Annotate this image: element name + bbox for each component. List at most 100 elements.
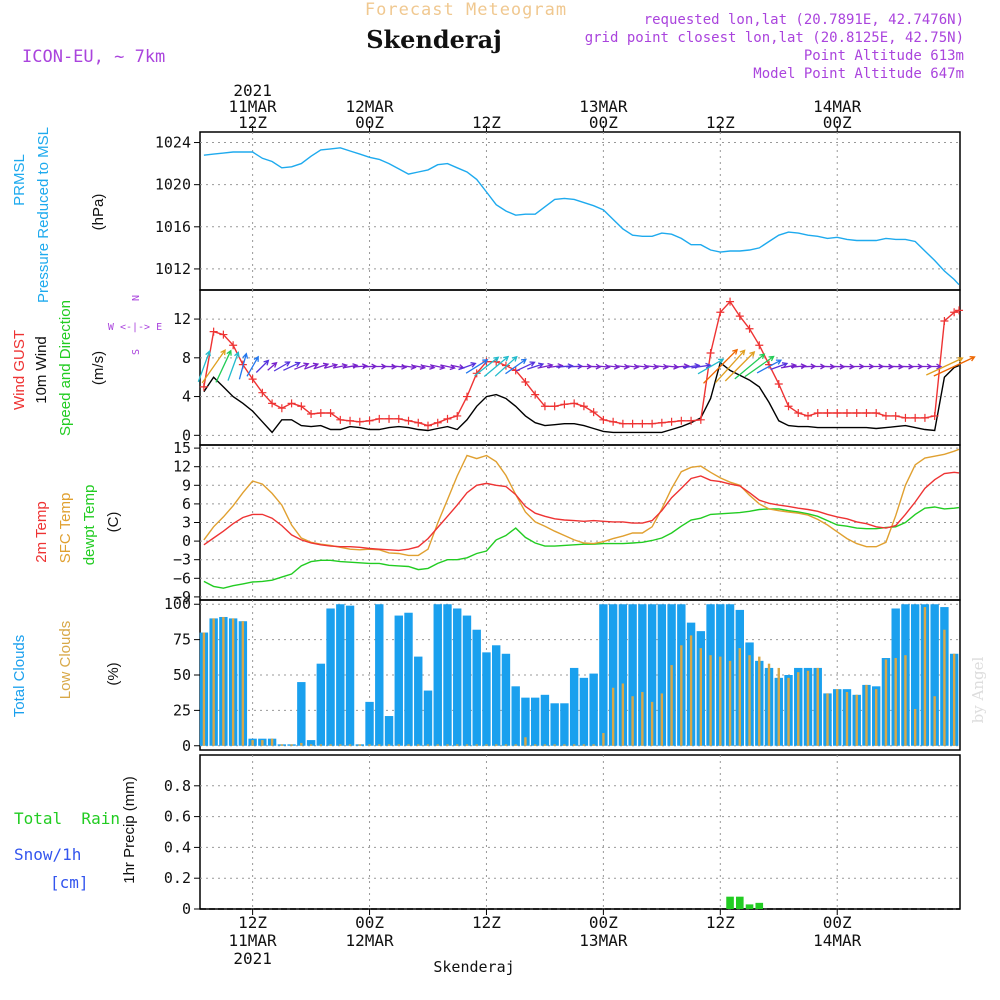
low-cloud-bar [875,689,878,746]
low-cloud-bar [309,744,313,746]
low-cloud-bar [943,629,946,746]
y-tick-label: 4 [182,388,191,406]
snow-unit-label: [cm] [50,873,89,892]
wind-arrow [227,351,240,381]
low-cloud-bar [475,744,478,746]
low-cloud-bar [855,694,858,746]
low-cloud-bar [533,744,537,746]
wind-arrow [255,359,270,373]
gust-marker [862,409,871,418]
low-cloud-bar [884,659,888,746]
total-cloud-bar [492,645,501,746]
gust-marker [365,416,374,425]
pressure-panel [199,131,961,291]
wind-arrow [556,363,574,370]
gust-marker [813,409,822,418]
gust-marker [648,419,657,428]
total-cloud-bar [306,740,316,746]
wind-arrow [724,351,756,382]
low-cloud-bar [456,744,459,746]
low-cloud-bar [767,663,771,746]
info-line-4: Model Point Altitude 647m [753,66,964,82]
gust-marker [881,411,890,420]
t2m-line [203,471,960,552]
bottom-time-label: 2021 [233,949,272,968]
top-time-label: 14MAR [813,97,862,116]
top-time-label: 12Z [238,113,267,132]
gust-marker [414,418,423,427]
wind-arrow [926,357,964,376]
y-tick-label: −6 [173,569,191,587]
low-cloud-bar [923,607,927,746]
total-cloud-bar [326,608,335,746]
low-cloud-bar [758,656,761,746]
y-tick-label: −3 [173,551,191,569]
y-tick-label: 25 [173,701,191,719]
y-tick-label: 50 [173,666,191,684]
low-cloud-bar [290,744,293,746]
total-cloud-bar [394,615,403,746]
gust-marker [726,297,735,306]
wind-arrow [703,348,739,384]
rain-label: Total Rain [14,809,120,828]
total-cloud-bar [297,682,306,746]
low-cloud-bar [582,744,586,746]
wind-arrow [197,350,211,383]
y-tick-label: 1020 [155,176,191,194]
top-time-label: 12Z [472,113,501,132]
top-time-label: 2021 [233,81,272,100]
wind-arrow [267,361,278,371]
low-cloud-bar [680,645,683,746]
gust-marker [774,379,783,388]
wind-arrow [697,358,725,375]
gust-marker [901,413,910,422]
wind-arrow [626,363,640,370]
low-cloud-bar [797,672,800,746]
total-cloud-bar [647,604,657,746]
gust-marker [521,378,530,387]
gust-marker [268,399,277,408]
low-cloud-bar [904,655,907,746]
total-cloud-bar [404,612,413,746]
gust-marker [287,399,296,408]
bottom-time-label: 12Z [472,913,501,932]
low-cloud-bar [865,684,868,746]
gust-marker [823,409,832,418]
low-cloud-bar [270,738,274,746]
wind-arrow [516,361,536,372]
low-cloud-bar [631,696,634,746]
low-cloud-bar [387,744,391,746]
y-tick-label: 0.2 [164,869,191,887]
gust-marker [677,416,686,425]
gust-label: Wind GUST [11,330,28,410]
y-tick-label: 3 [182,514,191,532]
total-cloud-bar [550,703,559,746]
gust-marker [955,306,964,315]
y-tick-label: 12 [173,458,191,476]
gust-marker [199,382,208,391]
low-cloud-bar [748,655,751,746]
gust-marker [784,402,793,411]
total-cloud-bar [462,615,472,746]
gust-marker [550,402,559,411]
low-cloud-bar [728,660,732,746]
pressure-label-1: PRMSL [11,154,28,206]
gust-marker [560,400,569,409]
total-cloud-bar [414,656,423,746]
low-cloud-bar [426,744,430,746]
gust-marker [346,416,355,425]
footer-location: Skenderaj [433,958,514,976]
total-cloud-bar [560,703,569,746]
y-tick-label: 6 [182,495,191,513]
total-cloud-bar [384,716,394,746]
top-time-label: 00Z [355,113,384,132]
low-cloud-bar [611,687,615,746]
gust-marker [462,392,471,401]
gust-marker [950,308,959,317]
tsfc-label: SFC Temp [57,493,74,564]
low-cloud-bar [592,744,595,746]
total-cloud-bar [569,667,579,746]
wind-arrow [304,362,320,370]
low-cloud-bar [202,632,206,746]
gust-marker [277,404,286,413]
